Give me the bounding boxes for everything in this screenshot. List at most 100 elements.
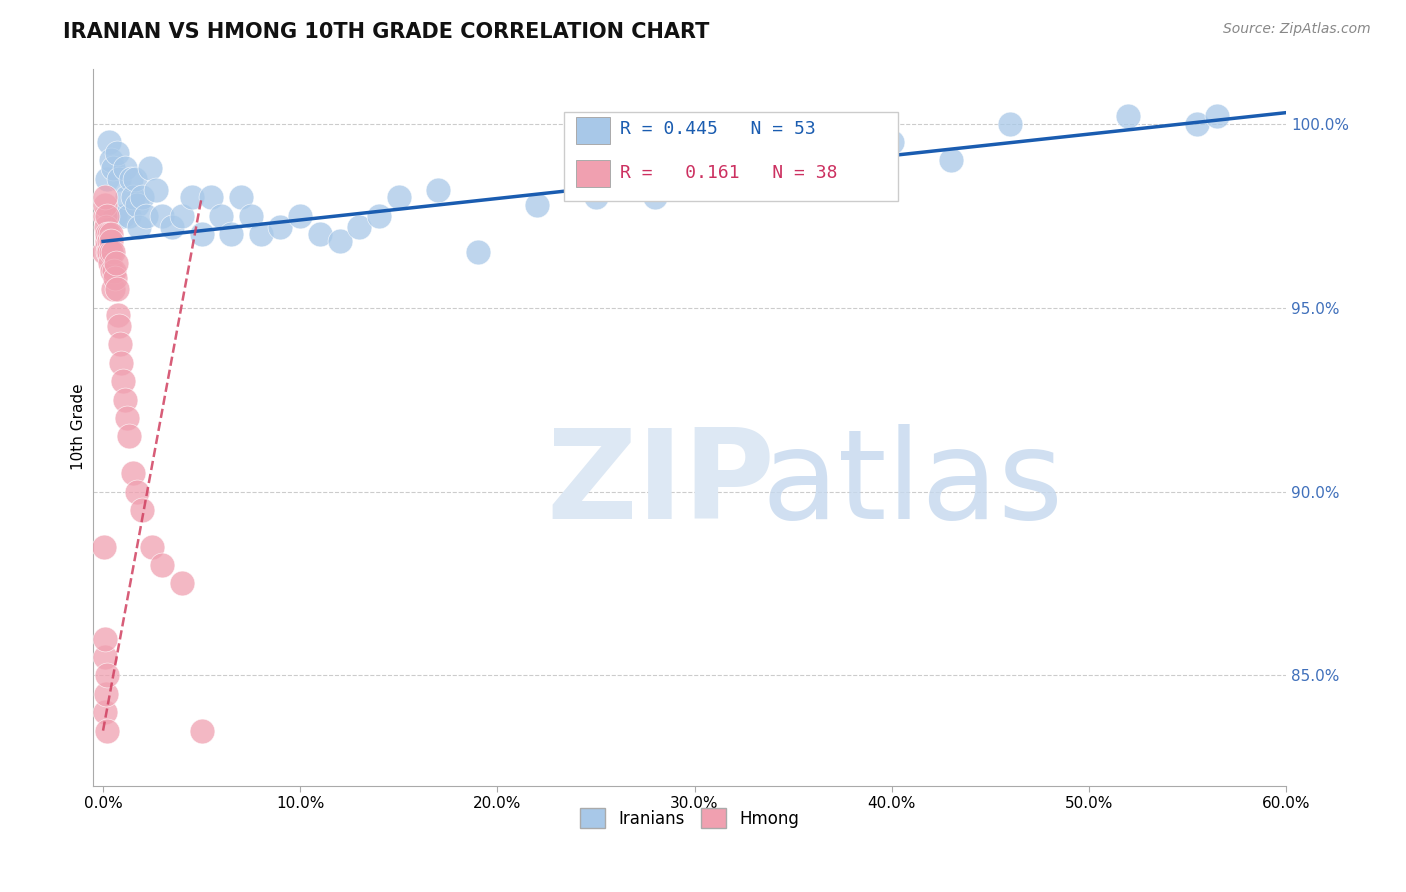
Point — [100, 153, 122, 168]
Point — [131, 190, 153, 204]
Point — [104, 271, 127, 285]
Point — [269, 219, 291, 234]
Point — [150, 558, 173, 573]
Point — [209, 209, 232, 223]
Legend: Iranians, Hmong: Iranians, Hmong — [574, 801, 806, 835]
Point — [1206, 109, 1229, 123]
Point — [644, 190, 666, 204]
Point — [101, 245, 124, 260]
Point — [998, 117, 1021, 131]
Point — [108, 337, 131, 351]
Point — [114, 392, 136, 407]
Point — [120, 172, 142, 186]
Point — [115, 411, 138, 425]
Text: atlas: atlas — [761, 424, 1063, 545]
Text: R =   0.161   N = 38: R = 0.161 N = 38 — [620, 164, 838, 182]
Point — [114, 161, 136, 175]
Text: R = 0.445   N = 53: R = 0.445 N = 53 — [620, 120, 815, 138]
Point — [96, 668, 118, 682]
Point — [121, 466, 143, 480]
FancyBboxPatch shape — [564, 112, 898, 202]
Point — [131, 503, 153, 517]
Point — [93, 650, 115, 665]
Point — [101, 282, 124, 296]
Point — [135, 209, 157, 223]
Point — [94, 197, 117, 211]
Point — [108, 172, 131, 186]
Point — [105, 146, 128, 161]
Bar — [576, 117, 610, 144]
Text: ZIP: ZIP — [547, 424, 775, 545]
Point — [841, 124, 863, 138]
Point — [200, 190, 222, 204]
Point — [467, 245, 489, 260]
Point — [94, 705, 117, 719]
Point — [239, 209, 262, 223]
Point — [585, 190, 607, 204]
Point — [94, 219, 117, 234]
Point — [309, 227, 332, 241]
Point — [100, 235, 122, 249]
Point — [96, 227, 118, 241]
Point — [96, 723, 118, 738]
Point — [170, 576, 193, 591]
Point — [125, 484, 148, 499]
Point — [128, 219, 150, 234]
Point — [118, 209, 141, 223]
Point — [1116, 109, 1139, 123]
Point — [98, 245, 121, 260]
Point — [107, 308, 129, 322]
Text: IRANIAN VS HMONG 10TH GRADE CORRELATION CHART: IRANIAN VS HMONG 10TH GRADE CORRELATION … — [63, 22, 710, 42]
Point — [190, 723, 212, 738]
Point — [93, 209, 115, 223]
Point — [219, 227, 242, 241]
Point — [94, 687, 117, 701]
Point — [427, 183, 450, 197]
Point — [118, 429, 141, 443]
Point — [160, 219, 183, 234]
Point — [94, 632, 117, 646]
Point — [139, 161, 162, 175]
Point — [101, 161, 124, 175]
Point — [145, 183, 167, 197]
Point — [101, 264, 124, 278]
Point — [115, 190, 138, 204]
Point — [104, 256, 127, 270]
Point — [105, 282, 128, 296]
Point — [93, 540, 115, 554]
Point — [100, 227, 122, 241]
Point — [100, 245, 122, 260]
Point — [103, 264, 125, 278]
Point — [141, 540, 163, 554]
Point — [801, 135, 824, 149]
Point — [290, 209, 312, 223]
Point — [97, 235, 120, 249]
Point — [121, 190, 143, 204]
Point — [526, 197, 548, 211]
Point — [388, 190, 411, 204]
Point — [111, 209, 134, 223]
Point — [150, 209, 173, 223]
Point — [96, 172, 118, 186]
Point — [190, 227, 212, 241]
Point — [180, 190, 202, 204]
Point — [124, 172, 146, 186]
Point — [96, 209, 118, 223]
Point — [229, 190, 252, 204]
Point — [108, 318, 131, 333]
Bar — [576, 160, 610, 186]
Point — [97, 227, 120, 241]
Point — [880, 135, 903, 149]
Point — [683, 172, 706, 186]
Point — [93, 245, 115, 260]
Point — [329, 235, 352, 249]
Point — [98, 256, 121, 270]
Point — [111, 374, 134, 388]
Point — [125, 197, 148, 211]
Point — [249, 227, 271, 241]
Point — [742, 153, 765, 168]
Point — [97, 135, 120, 149]
Point — [1187, 117, 1209, 131]
Point — [104, 209, 127, 223]
Point — [94, 190, 117, 204]
